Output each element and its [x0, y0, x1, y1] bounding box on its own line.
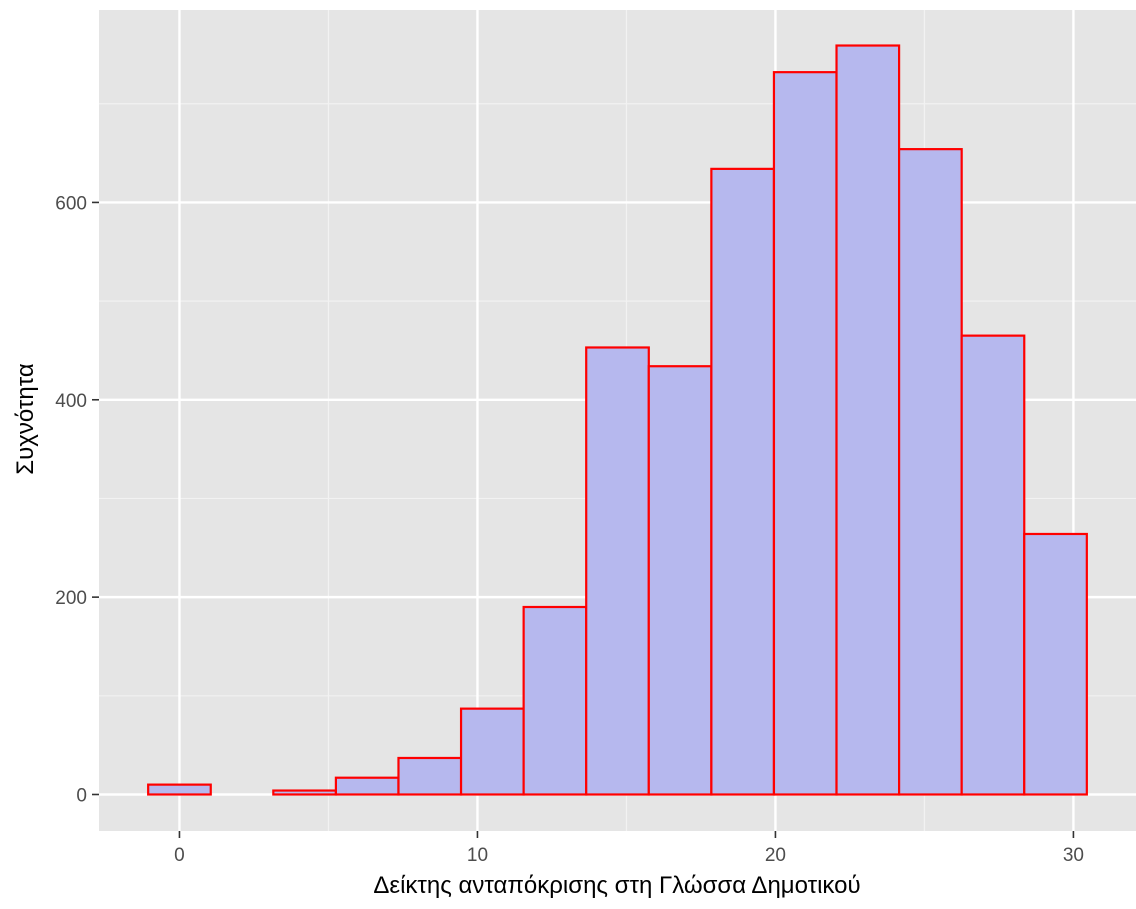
- x-tick-label: 20: [765, 845, 786, 866]
- histogram-bar: [710, 167, 776, 796]
- histogram-bar: [334, 776, 400, 796]
- y-tick-label: 600: [55, 193, 87, 214]
- histogram-bar: [272, 789, 338, 796]
- y-tick-label: 200: [55, 588, 87, 609]
- histogram-bar: [1023, 532, 1088, 796]
- y-axis: 0 200 400 600: [55, 193, 99, 806]
- histogram-bar: [772, 71, 838, 796]
- histogram-bar: [647, 365, 713, 796]
- x-axis: 0 10 20 30: [174, 831, 1084, 866]
- histogram-bar: [585, 346, 650, 796]
- x-axis-title: Δείκτης ανταπόκρισης στη Γλώσσα Δημοτικο…: [373, 872, 860, 899]
- y-tick-label: 400: [55, 391, 87, 412]
- x-tick-label: 10: [467, 845, 488, 866]
- histogram-bar: [960, 334, 1026, 796]
- histogram-bar: [522, 605, 588, 796]
- x-tick-label: 0: [174, 845, 185, 866]
- histogram-bar: [897, 148, 963, 796]
- histogram-bar: [459, 707, 525, 796]
- histogram-bars: [147, 44, 1088, 796]
- y-axis-title: Συχνότητα: [12, 363, 39, 475]
- x-tick-label: 30: [1063, 845, 1084, 866]
- histogram-bar: [835, 44, 901, 796]
- histogram-bar: [147, 783, 212, 796]
- y-tick-label: 0: [76, 785, 87, 806]
- histogram-bar: [397, 756, 463, 796]
